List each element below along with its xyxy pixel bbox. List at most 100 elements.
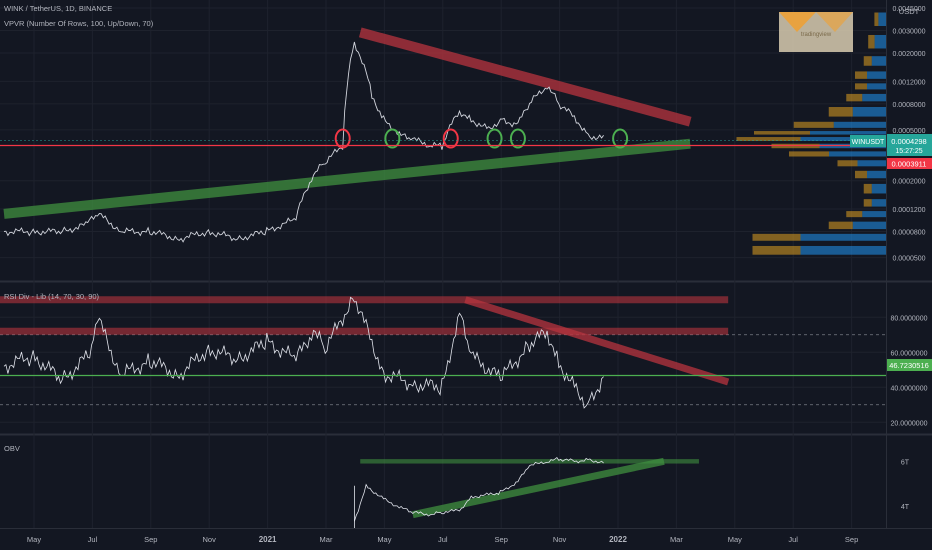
- volume-profile-down-bar: [855, 170, 867, 179]
- obv-series-line: [354, 457, 604, 522]
- time-axis-label: Sep: [144, 535, 157, 544]
- rsi-axis[interactable]: 80.0000000 60.0000000 40.0000000 20.0000000…: [887, 315, 932, 427]
- volume-profile-up-bar: [810, 131, 886, 135]
- vpvr-indicator-title[interactable]: VPVR (Number Of Rows, 100, Up/Down, 70): [4, 19, 154, 28]
- price-axis-label: 0.0008000: [892, 102, 925, 109]
- price-axis[interactable]: USDT 0.0045000 0.0030000 0.0020000 0.001200…: [850, 6, 932, 263]
- time-axis-label: May: [728, 535, 742, 544]
- level-price-box: [887, 158, 932, 169]
- rsi-indicator-title[interactable]: RSI Div - Lib (14, 70, 30, 90): [4, 292, 100, 301]
- symbol-tag-text: WINUSDT: [852, 139, 885, 146]
- volume-profile-down-bar: [863, 183, 872, 194]
- volume-profile-up-bar: [867, 170, 886, 179]
- time-axis-label: Jul: [788, 535, 798, 544]
- price-series-line: [3, 41, 604, 243]
- rsi-axis-label: 20.0000000: [891, 420, 928, 427]
- volume-profile-down-bar: [789, 151, 829, 157]
- volume-profile-up-bar: [871, 199, 886, 207]
- volume-profile-up-bar: [878, 12, 886, 26]
- volume-profile-up-bar: [829, 151, 886, 157]
- trendline-price: [3, 138, 691, 219]
- obv-axis-ticks: 6T 4T: [901, 459, 910, 510]
- time-axis-label: May: [27, 535, 41, 544]
- volume-profile-down-bar: [855, 71, 867, 79]
- last-price-box: [887, 134, 932, 156]
- volume-profile-up-bar: [867, 83, 886, 90]
- time-axis-label: 2021: [259, 535, 277, 544]
- price-axis-label: 0.0001200: [892, 207, 925, 214]
- volume-profile-up-bar: [871, 56, 886, 66]
- volume-profile-down-bar: [752, 233, 801, 241]
- volume-profile-down-bar: [754, 131, 810, 135]
- rsi-series-line: [3, 296, 604, 409]
- price-axis-currency: USDT: [899, 7, 920, 16]
- rsi-axis-ticks: 80.0000000 60.0000000 40.0000000 20.0000000: [891, 315, 928, 427]
- last-price-text: 0.0004298: [891, 137, 926, 146]
- volume-profile-up-bar: [833, 121, 886, 128]
- obv-axis-label: 6T: [901, 459, 910, 466]
- volume-profile-down-bar: [863, 199, 872, 207]
- volume-profile-down-bar: [828, 107, 853, 117]
- volume-profile-up-bar: [862, 211, 886, 218]
- symbol-title[interactable]: WINK / TetherUS, 1D, BINANCE: [4, 4, 112, 13]
- volume-profile-up-bar: [852, 107, 886, 117]
- volume-profile-down-bar: [868, 34, 875, 49]
- rsi-value-text: 46.7230516: [889, 361, 929, 370]
- price-axis-label: 0.0020000: [892, 51, 925, 58]
- price-axis-label: 0.0000800: [892, 230, 925, 237]
- volume-profile-down-bar: [846, 93, 863, 102]
- zone-obv: [360, 459, 699, 464]
- zone-rsi: [0, 327, 729, 335]
- rsi-axis-label: 80.0000000: [891, 315, 928, 322]
- volume-profile-down-bar: [837, 160, 858, 167]
- volume-profile-down-bar: [736, 137, 801, 141]
- time-axis-label: Jul: [88, 535, 98, 544]
- series: [3, 41, 604, 528]
- zone-rsi: [0, 296, 729, 304]
- drawings: [0, 27, 730, 519]
- volume-profile-up-bar: [871, 183, 886, 194]
- price-axis-label: 0.0012000: [892, 79, 925, 86]
- time-axis-label: Sep: [845, 535, 858, 544]
- time-axis-label: Jul: [438, 535, 448, 544]
- grid-lines: [0, 0, 886, 528]
- volume-profile-down-bar: [855, 83, 867, 90]
- pattern-circles: [334, 128, 629, 149]
- obv-axis[interactable]: 6T 4T: [901, 459, 910, 510]
- volume-profile-down-bar: [874, 12, 879, 26]
- time-axis-label: 2022: [609, 535, 627, 544]
- volume-profile-up-bar: [874, 34, 886, 49]
- obv-indicator-title[interactable]: OBV: [4, 444, 20, 453]
- time-axis-label: Nov: [203, 535, 217, 544]
- time-axis-label: Nov: [553, 535, 567, 544]
- level-price-text: 0.0003911: [892, 160, 927, 169]
- rsi-axis-label: 40.0000000: [891, 385, 928, 392]
- volume-profile-up-bar: [800, 245, 886, 255]
- price-axis-label: 0.0045000: [892, 6, 925, 13]
- pattern-circle: [509, 128, 526, 149]
- time-axis-label: Mar: [670, 535, 683, 544]
- volume-profile-down-bar: [828, 221, 853, 230]
- volume-profile-up-bar: [862, 93, 886, 102]
- time-axis-label: May: [377, 535, 391, 544]
- price-axis-label: 0.0030000: [892, 28, 925, 35]
- pattern-circle: [442, 128, 459, 149]
- volume-profile-down-bar: [863, 56, 872, 66]
- countdown-text: 15:27:25: [895, 148, 922, 155]
- volume-profile: [736, 12, 886, 255]
- symbol-tag-box: [850, 135, 886, 147]
- obv-axis-label: 4T: [901, 504, 910, 511]
- trendline-rsi: [464, 296, 730, 386]
- rsi-value-box: [887, 359, 932, 371]
- price-axis-label: 0.0005000: [892, 128, 925, 135]
- volume-profile-down-bar: [846, 211, 863, 218]
- volume-profile-down-bar: [793, 121, 834, 128]
- watermark-text: tradingview: [801, 32, 832, 38]
- pattern-circle: [486, 128, 503, 149]
- volume-profile-up-bar: [852, 221, 886, 230]
- trendline-obv: [412, 457, 665, 519]
- time-axis[interactable]: May Jul Sep Nov 2021 Mar May Jul Sep Nov 2022 Mar Ma…: [27, 535, 858, 544]
- symbol-price-tag: WINUSDT 0.0004298 15:27:25: [850, 134, 932, 156]
